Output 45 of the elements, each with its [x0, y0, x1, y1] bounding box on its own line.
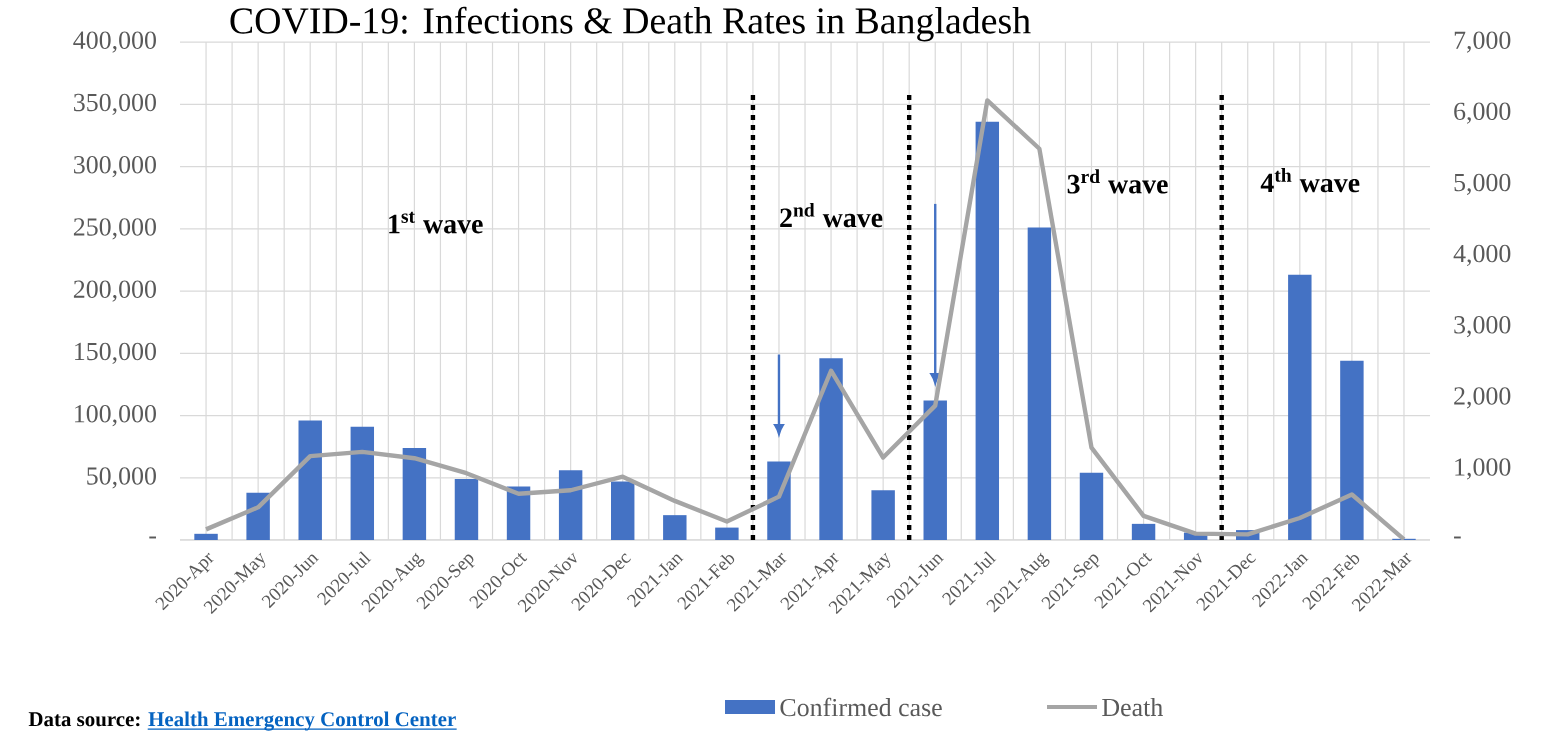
annotation: 4$^{th}$ wave — [1260, 168, 1360, 193]
y2-tick-label: 3,000 — [1454, 316, 1511, 338]
y2-tick-label: 4,000 — [1453, 244, 1511, 267]
bar — [663, 515, 687, 541]
bar — [454, 479, 479, 541]
bar — [611, 481, 635, 541]
line-series — [203, 98, 1407, 541]
y2-tick-label: 5,000 — [1454, 173, 1511, 195]
bar — [194, 533, 218, 541]
annotation: 3$^{rd}$ wave — [1067, 169, 1168, 194]
source-note: Data source: — [28, 712, 140, 727]
chart-title: COVID-19: Infections & Death Rates in Bangladesh — [230, 6, 1031, 42]
y-tick-label: 400,000 — [73, 31, 156, 53]
bar — [350, 426, 375, 541]
bar — [1340, 360, 1364, 541]
bar — [715, 527, 739, 541]
bar — [402, 447, 427, 541]
bar — [558, 470, 583, 541]
y-tick-label: 200,000 — [73, 280, 156, 302]
bar — [923, 400, 947, 541]
annotation: 2$^{nd}$ wave — [780, 202, 883, 228]
bar — [1027, 227, 1052, 541]
y2-tick-label: 2,000 — [1454, 387, 1511, 409]
bar — [871, 490, 895, 541]
bar — [1131, 523, 1156, 541]
legend-label: Confirmed case — [780, 697, 942, 717]
legend-label: Death — [1102, 697, 1163, 717]
y2-tick-label: - — [1454, 536, 1461, 539]
y-tick-label: - — [149, 536, 157, 539]
y-tick-label: 150,000 — [75, 342, 156, 364]
bar — [1288, 274, 1312, 541]
y-tick-label: 100,000 — [75, 404, 156, 427]
y2-tick-label: 7,000 — [1454, 31, 1511, 53]
y-tick-label: 300,000 — [74, 155, 156, 178]
bar — [819, 358, 843, 541]
text: Health Emergency Control Center — [148, 711, 456, 731]
annotation: 1$^{st}$ wave — [389, 211, 483, 234]
bar — [298, 420, 322, 541]
bar — [975, 121, 1000, 541]
y-tick-label: 50,000 — [87, 467, 156, 489]
y-tick-label: 350,000 — [74, 93, 156, 115]
y2-tick-label: 6,000 — [1454, 102, 1511, 124]
y-tick-label: 250,000 — [73, 218, 156, 240]
bar — [1079, 472, 1104, 541]
y2-tick-label: 1,000 — [1455, 458, 1511, 480]
